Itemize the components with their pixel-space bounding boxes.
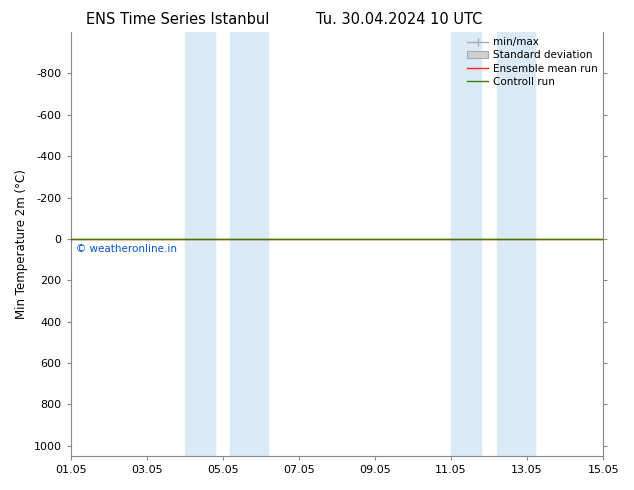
Text: Tu. 30.04.2024 10 UTC: Tu. 30.04.2024 10 UTC [316, 12, 482, 27]
Text: © weatheronline.in: © weatheronline.in [76, 244, 178, 254]
Y-axis label: Min Temperature 2m (°C): Min Temperature 2m (°C) [15, 169, 28, 319]
Legend: min/max, Standard deviation, Ensemble mean run, Controll run: min/max, Standard deviation, Ensemble me… [467, 37, 598, 87]
Bar [230, 32, 268, 456]
Bar [451, 32, 481, 456]
Text: ENS Time Series Istanbul: ENS Time Series Istanbul [86, 12, 269, 27]
Bar [496, 32, 534, 456]
Bar [184, 32, 215, 456]
